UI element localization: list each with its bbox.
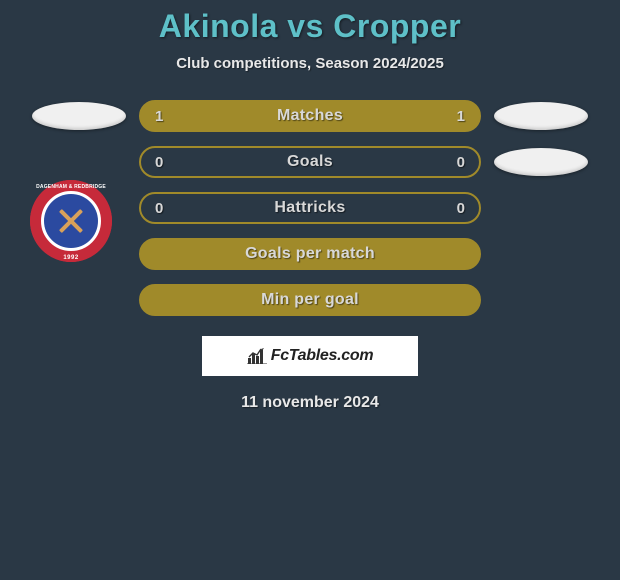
crest-year: 1992 <box>33 255 109 261</box>
crest-inner-disc <box>44 194 98 248</box>
date-label: 11 november 2024 <box>241 394 379 412</box>
page-title: Akinola vs Cropper <box>159 8 461 45</box>
stat-left-value: 1 <box>155 108 163 125</box>
stat-row-matches: 1 Matches 1 <box>0 100 620 132</box>
stat-row-min-per-goal: Min per goal <box>0 284 620 316</box>
stat-left-value: 0 <box>155 200 163 217</box>
stat-pill-matches: 1 Matches 1 <box>139 100 481 132</box>
stat-right-value: 1 <box>457 108 465 125</box>
stat-label: Min per goal <box>261 291 359 309</box>
player1-club-crest: DAGENHAM & REDBRIDGE 1992 <box>30 180 112 262</box>
stat-row-goals: 0 Goals 0 <box>0 146 620 178</box>
crest-top-text: DAGENHAM & REDBRIDGE <box>36 184 106 190</box>
crossed-hammers-icon <box>56 206 86 236</box>
brand-box: FcTables.com <box>202 336 418 376</box>
subtitle: Club competitions, Season 2024/2025 <box>176 55 444 72</box>
stat-label: Goals <box>287 153 333 171</box>
stat-right-value: 0 <box>457 154 465 171</box>
player2-club-badge-placeholder-2 <box>494 148 588 176</box>
crest-outer-ring: DAGENHAM & REDBRIDGE 1992 <box>30 180 112 262</box>
stat-pill-hattricks: 0 Hattricks 0 <box>139 192 481 224</box>
right-badge-slot <box>481 102 601 130</box>
stat-right-value: 0 <box>457 200 465 217</box>
brand-label: FcTables.com <box>271 347 374 365</box>
stat-label: Goals per match <box>245 245 375 263</box>
stat-pill-goals-per-match: Goals per match <box>139 238 481 270</box>
player2-club-badge-placeholder <box>494 102 588 130</box>
bar-chart-icon <box>247 348 267 364</box>
stat-label: Hattricks <box>274 199 345 217</box>
stat-label: Matches <box>277 107 343 125</box>
left-badge-slot <box>19 102 139 130</box>
right-badge-slot <box>481 148 601 176</box>
stat-left-value: 0 <box>155 154 163 171</box>
player1-club-badge-placeholder <box>32 102 126 130</box>
stat-pill-min-per-goal: Min per goal <box>139 284 481 316</box>
stat-pill-goals: 0 Goals 0 <box>139 146 481 178</box>
